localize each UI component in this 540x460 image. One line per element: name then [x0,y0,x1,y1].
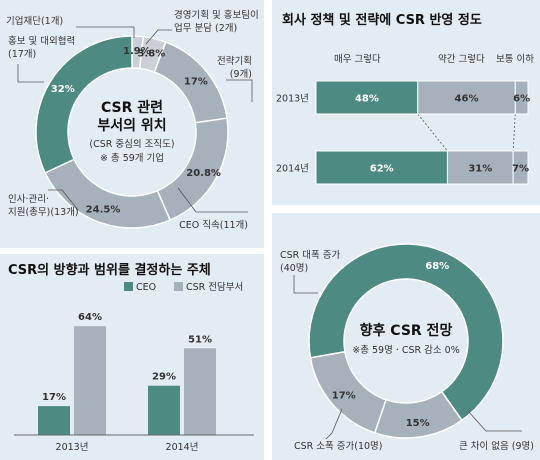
stack-bar-0-0 [315,80,419,115]
bar-1-1-value: 51% [188,334,212,345]
chart-title: 회사 정책 및 전략에 CSR 반영 정도 [282,12,482,28]
location-slice-3-leader-line [177,187,248,213]
csr-policy-stacked-bar-chart: 회사 정책 및 전략에 CSR 반영 정도 48% 46% 6% 2013년 62% 31… [276,12,534,185]
future-slice-1-label: 큰 차이 없음 (9명) [459,440,534,452]
csr-direction-bar-chart: CSR의 방향과 범위를 결정하는 주체 CEO CSR 전담부서 17% 64% 2… [8,262,254,453]
legend-label-1: CSR 전담부서 [186,281,243,293]
bar-0-0-value: 17% [42,392,66,403]
location-slice-1-label: 경영기획 및 홍보팀이 업무 분담 (2개) [174,9,259,34]
location-slice-1-value: 3.8% [138,48,166,59]
location-slice-2-value: 17% [184,77,208,88]
csr-location-donut-chart: 기업재단(1개) 경영기획 및 홍보팀이 업무 분담 (2개) 전략기획 (9개) CEO… [6,9,259,231]
csr-future-donut-chart: CSR 대폭 증가 (40명) 큰 차이 없음 (9명) CSR 소폭 증가(10명)… [280,243,534,452]
bar-1-1 [184,348,216,435]
future-slice-0-leader-line [293,275,318,294]
bar-1-0 [148,385,180,435]
stack-connector-1 [512,113,516,152]
bar-0-0 [38,406,70,435]
future-slice-2 [309,350,387,434]
x-tick-label-0: 2013년 [56,442,89,453]
series-label-2: 보통 이하 [496,53,534,65]
stack-bar-1-2 [512,150,529,185]
future-slice-2-leader-line [325,408,343,440]
series-label-1: 약간 그렇다 [438,53,485,65]
location-slice-5-leader-line [17,64,44,83]
donut-center-title: 향후 CSR 전망 [360,322,453,339]
bar-0-1 [74,326,106,435]
future-slice-0 [308,243,504,422]
stack-bar-1-0-value: 62% [370,164,394,175]
donut-center-title-line2: 부서의 위치 [97,117,166,134]
stack-bar-0-1-value: 46% [455,94,479,105]
panel-csr-future: CSR 대폭 증가 (40명) 큰 차이 없음 (9명) CSR 소폭 증가(10명)… [272,213,540,460]
stack-bar-0-0-value: 48% [355,94,379,105]
legend-swatch-1 [174,282,183,291]
panel-csr-direction: CSR의 방향과 범위를 결정하는 주체 CEO CSR 전담부서 17% 64% 2… [0,254,264,460]
location-slice-4-label: 인사·관리· 지원(총무)(13개) [8,194,79,218]
stack-bar-1-0 [315,150,448,185]
stack-bar-1-1-value: 31% [468,164,492,175]
location-slice-2-leader-line [226,79,253,102]
location-slice-5-value: 32% [51,84,75,95]
legend-swatch-0 [124,282,133,291]
series-label-0: 매우 그렇다 [334,54,381,65]
stack-bar-1-1 [446,150,514,185]
future-slice-1-value: 15% [406,418,430,429]
stack-bar-0-2-value: 6% [513,94,530,105]
location-slice-3-value: 20.8% [186,168,221,179]
stack-bar-1-2-value: 7% [512,164,529,175]
panel-csr-policy: 회사 정책 및 전략에 CSR 반영 정도 48% 46% 6% 2013년 62% 31… [272,0,540,205]
location-slice-0-value: 1.9% [123,46,151,57]
y-tick-label-0: 2013년 [276,94,309,105]
bar-0-1-value: 64% [78,312,102,323]
location-slice-2-label: 전략기획 (9개) [217,55,252,80]
donut-center-title-line1: CSR 관련 [101,99,163,116]
location-slice-5-label: 홍보 및 대외협력 (17개) [8,35,75,60]
location-slice-4-value: 24.5% [86,205,121,216]
location-slice-5 [35,35,133,174]
location-slice-1-leader-line [145,29,172,45]
x-tick-label-1: 2014년 [166,442,199,453]
donut-center-subtitle-1: (CSR 중심의 조직도) [89,139,174,150]
stack-bar-0-1 [417,80,516,115]
bar-1-0-value: 29% [152,372,176,383]
future-slice-2-value: 17% [332,390,356,401]
location-slice-3-label: CEO 직속(11개) [179,220,248,231]
future-slice-0-label: CSR 대폭 증가 (40명) [280,250,341,274]
stack-connector-0 [417,113,448,152]
legend-label-0: CEO [136,282,156,293]
donut-center-subtitle: ※총 59명 · CSR 감소 0% [352,344,459,356]
future-slice-2-label: CSR 소폭 증가(10명) [294,441,383,452]
location-slice-0-leader-line [76,26,135,38]
y-tick-label-1: 2014년 [276,164,309,175]
future-slice-1-leader-line [467,410,522,432]
panel-csr-location: 기업재단(1개) 경영기획 및 홍보팀이 업무 분담 (2개) 전략기획 (9개) CEO… [0,0,264,248]
future-slice-0-value: 68% [425,261,449,272]
location-slice-4-leader-line [48,189,79,211]
stack-bar-0-2 [514,80,529,115]
donut-center-subtitle-2: ※ 총 59개 기업 [100,152,164,164]
location-slice-0-label: 기업재단(1개) [6,15,63,27]
chart-title: CSR의 방향과 범위를 결정하는 주체 [8,262,211,278]
